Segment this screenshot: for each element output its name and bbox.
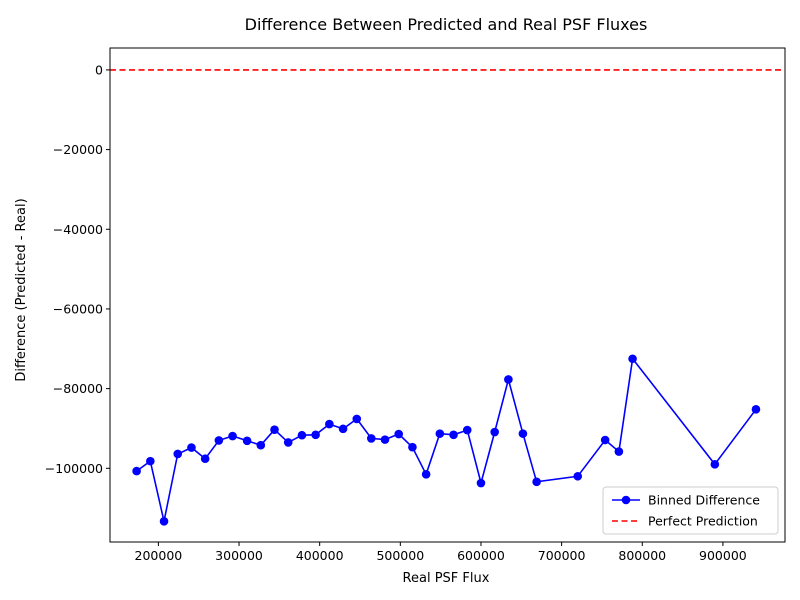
binned-difference-point (242, 436, 252, 446)
binned-difference-point (146, 456, 155, 466)
binned-difference-point (504, 375, 513, 384)
y-tick-label: 0 (95, 62, 103, 77)
binned-difference-point (270, 425, 279, 434)
binned-difference-point (532, 477, 541, 487)
x-tick-label: 500000 (376, 548, 424, 563)
binned-difference-point (228, 431, 237, 441)
binned-difference-point (187, 443, 196, 452)
binned-difference-point (628, 354, 637, 364)
legend-binned-difference-label: Binned Difference (648, 493, 760, 508)
chart-title: Difference Between Predicted and Real PS… (245, 15, 648, 34)
legend-box (602, 486, 779, 535)
y-tick-label: −60000 (53, 301, 103, 316)
binned-difference-point (132, 466, 141, 476)
binned-difference-point (462, 425, 472, 435)
binned-difference-point (214, 436, 224, 445)
x-tick-label: 400000 (296, 548, 344, 563)
x-tick-label: 700000 (538, 548, 586, 563)
y-tick-label: −100000 (45, 461, 103, 476)
binned-difference-point (394, 429, 404, 439)
legend: Binned Difference Perfect Prediction (602, 486, 779, 535)
binned-difference-point (751, 405, 761, 414)
binned-difference-point (421, 469, 431, 479)
binned-difference-point (614, 447, 624, 456)
binned-difference-point (518, 429, 528, 438)
x-tick-label: 900000 (699, 548, 747, 563)
y-axis: 0 −20000 −40000 −60000 −80000 −100000 (45, 62, 110, 476)
binned-difference-point (490, 427, 499, 437)
x-tick-label: 300000 (215, 548, 263, 563)
binned-difference-point (311, 430, 320, 440)
binned-difference-point (380, 435, 390, 444)
binned-difference-point (408, 442, 417, 452)
binned-difference-point (366, 434, 376, 443)
binned-difference-point (449, 430, 458, 440)
binned-difference-point (283, 438, 293, 447)
y-axis-label: Difference (Predicted - Real) (14, 198, 29, 381)
plot-area (109, 47, 786, 543)
binned-difference-point (435, 429, 445, 438)
binned-difference-point (573, 471, 583, 481)
binned-difference-point (476, 478, 486, 488)
x-tick-label: 600000 (457, 548, 505, 563)
x-tick-label: 200000 (135, 548, 183, 563)
binned-difference-point (173, 449, 183, 459)
legend-perfect-prediction-label: Perfect Prediction (648, 514, 758, 529)
binned-difference-point (159, 516, 169, 526)
binned-difference-point (325, 419, 334, 429)
binned-difference-point (710, 460, 720, 469)
y-tick-label: −20000 (53, 142, 103, 157)
y-tick-label: −80000 (53, 381, 103, 396)
x-axis-label: Real PSF Flux (403, 571, 490, 586)
binned-difference-point (200, 454, 210, 464)
binned-difference-point (256, 440, 266, 450)
x-axis: 200000 300000 400000 500000 600000 700000 8000… (135, 542, 747, 563)
binned-difference-point (600, 435, 610, 445)
x-tick-label: 800000 (618, 548, 666, 563)
legend-binned-difference-marker (621, 495, 631, 505)
y-tick-label: −40000 (53, 222, 103, 237)
binned-difference-point (352, 414, 362, 424)
binned-difference-point (338, 424, 348, 434)
plot-frame (109, 47, 786, 543)
binned-difference-point (297, 430, 307, 440)
